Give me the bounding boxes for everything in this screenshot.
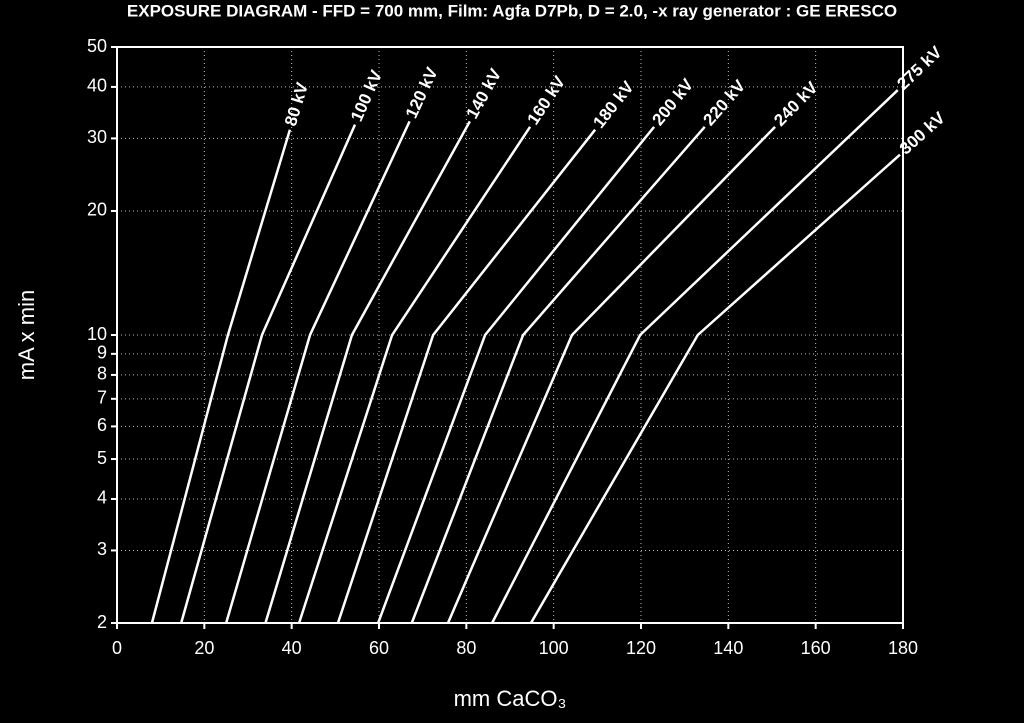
y-tick-label: 50 [87,36,107,56]
plot-frame [116,46,904,624]
x-tick-label: 180 [888,638,918,658]
exposure-line [410,126,706,624]
exposure-line [179,124,357,624]
y-tick-label: 10 [87,324,107,344]
series-label: 120 kV [402,64,442,121]
x-tick-label: 100 [539,638,569,658]
series-label: 240 kV [770,78,822,130]
series-label: 220 kV [699,76,749,130]
x-axis-label: mm CaCO₃ [454,686,567,711]
exposure-line [336,128,597,624]
y-tick-label: 2 [97,612,107,632]
y-tick-label: 3 [97,539,107,559]
exposure-line [446,125,776,624]
exposure-line [490,89,899,624]
x-tick-label: 60 [369,638,389,658]
y-tick-label: 6 [97,415,107,435]
series-label: 200 kV [648,75,697,129]
x-tick-label: 80 [456,638,476,658]
x-tick-label: 140 [713,638,743,658]
y-tick-label: 20 [87,200,107,220]
y-tick-label: 4 [97,488,107,508]
exposure-line [224,120,411,624]
series-label: 275 kV [893,42,946,93]
x-tick-label: 0 [112,638,122,658]
y-tick-label: 9 [97,343,107,363]
exposure-line [150,129,292,624]
x-tick-label: 120 [626,638,656,658]
y-tick-label: 40 [87,76,107,96]
chart-title: EXPOSURE DIAGRAM - FFD = 700 mm, Film: A… [127,1,897,20]
exposure-line [264,120,471,624]
y-tick-label: 7 [97,388,107,408]
series-label: 100 kV [347,67,386,125]
x-tick-label: 160 [801,638,831,658]
series-label: 180 kV [589,77,638,132]
y-axis-label: mA x min [14,290,39,380]
y-tick-label: 30 [87,127,107,147]
y-tick-label: 5 [97,448,107,468]
series-label: 140 kV [463,65,506,122]
exposure-line [376,126,656,624]
exposure-line [529,153,901,624]
y-tick-label: 8 [97,364,107,384]
x-tick-label: 40 [282,638,302,658]
series-label: 160 kV [524,72,570,128]
exposure-line [297,126,532,624]
x-tick-label: 20 [194,638,214,658]
